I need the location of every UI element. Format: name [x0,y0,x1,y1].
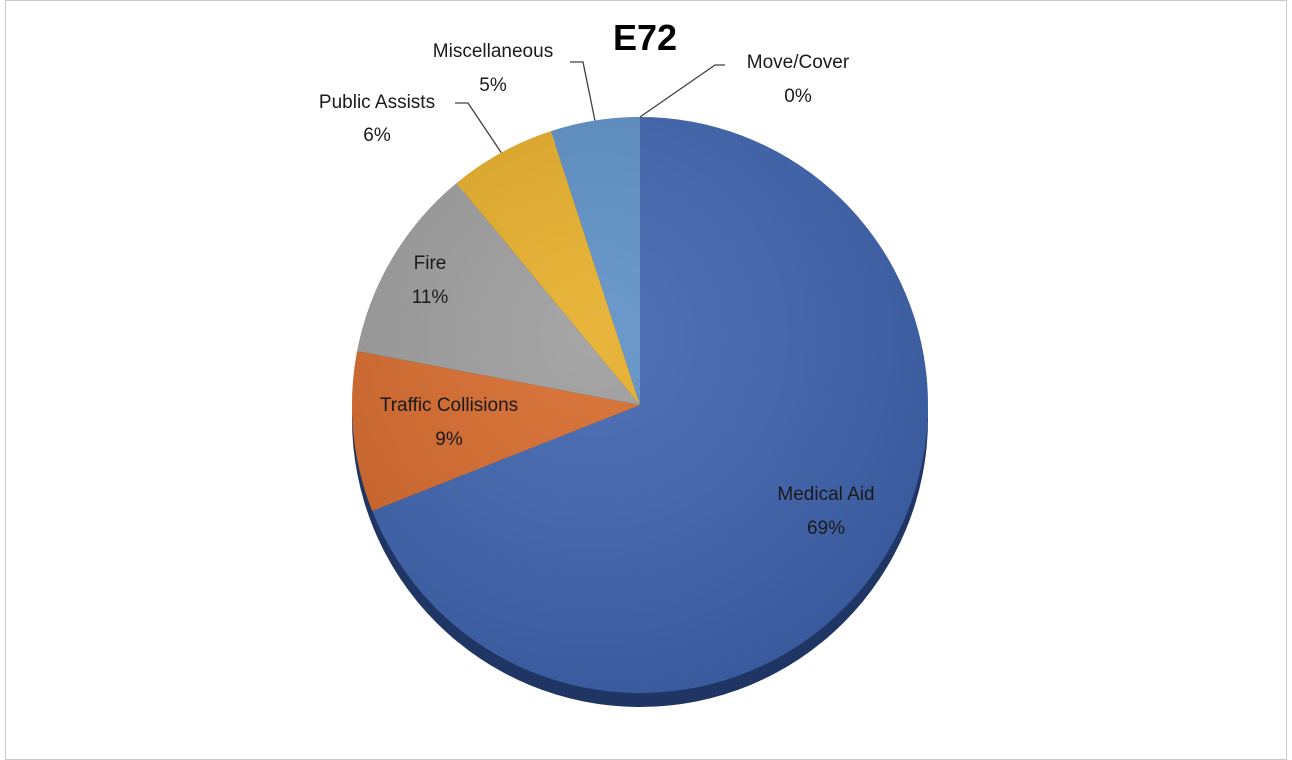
pie-slices [351,117,928,693]
slice-label-public-assists: Public Assists [319,92,435,113]
slice-value-public-assists: 6% [363,125,391,146]
pie-chart: E72 Medical Aid 69% Traffic Collisions 9… [319,17,928,707]
slice-label-miscellaneous: Miscellaneous [433,41,553,62]
slice-label-move-cover: Move/Cover [747,52,850,73]
pie-leader-lines [455,61,725,153]
leader-line-public-assists [455,102,502,153]
slice-value-fire: 11% [412,287,449,308]
pie-shading [352,117,928,693]
slice-value-miscellaneous: 5% [479,75,507,96]
slice-value-move-cover: 0% [784,86,812,107]
slice-label-traffic-collisions: Traffic Collisions [380,395,518,416]
leader-line-move-cover [639,64,725,118]
leader-line-miscellaneous [570,61,596,121]
slice-value-medical-aid: 69% [807,518,845,539]
slice-label-fire: Fire [414,253,447,274]
chart-title: E72 [613,17,677,58]
slice-label-medical-aid: Medical Aid [777,484,874,505]
slice-value-traffic-collisions: 9% [435,429,463,450]
